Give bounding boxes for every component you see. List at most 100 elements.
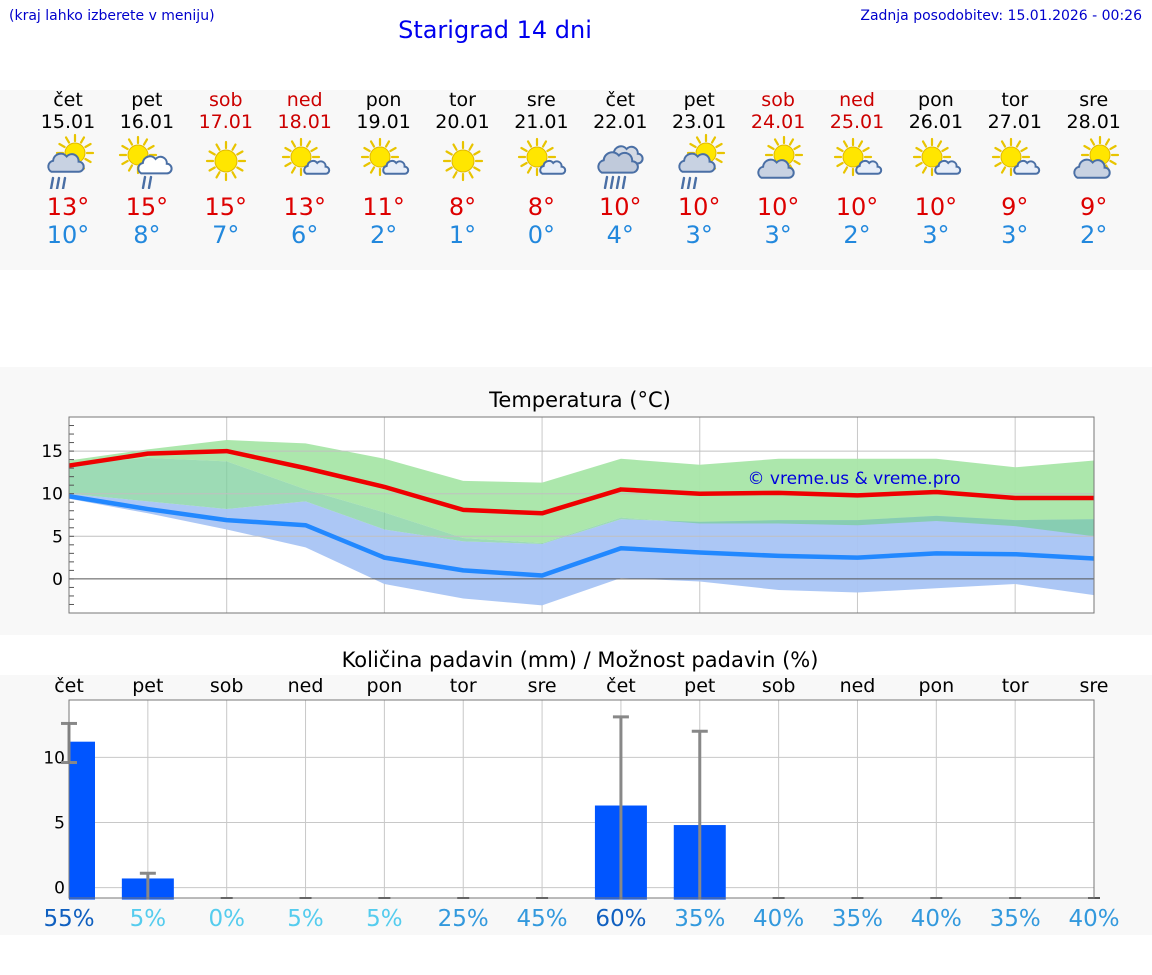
precipitation-title: Količina padavin (mm) / Možnost padavin …	[341, 648, 819, 672]
day-name: pon	[365, 89, 402, 111]
x-day-label: sre	[1080, 675, 1109, 697]
sun-icon	[442, 140, 483, 182]
plot-area	[69, 700, 1094, 898]
day-column: sob 17.01 15° 7°	[187, 89, 265, 249]
max-temp: 10°	[914, 193, 958, 221]
day-date: 15.01	[40, 111, 96, 133]
y-tick-label: 15	[41, 442, 63, 462]
menu-hint: (kraj lahko izberete v meniju)	[9, 8, 215, 24]
precip-probability: 5%	[130, 906, 167, 932]
day-column: sre 21.01 8° 0°	[502, 89, 580, 249]
min-temp: 1°	[448, 221, 477, 249]
precipitation-chart: čet pet sob ned pon tor sre čet pet sob ned pon tor s…	[43, 675, 1119, 932]
precip-probability: 40%	[753, 906, 804, 932]
y-tick-label: 0	[52, 570, 63, 590]
precip-bar	[69, 741, 95, 900]
overlap-band	[69, 457, 1094, 544]
day-name: sre	[526, 89, 556, 111]
max-temp: 9°	[1080, 193, 1108, 221]
y-tick-label: 10	[41, 485, 63, 505]
x-day-label: čet	[54, 675, 84, 697]
x-day-label: pet	[132, 675, 163, 697]
page-title: Starigrad 14 dni	[398, 16, 592, 44]
precip-probability: 55%	[43, 906, 94, 932]
max-temp: 9°	[1001, 193, 1029, 221]
sun-cloud-rain-icon	[47, 133, 95, 191]
x-day-label: pon	[918, 675, 954, 697]
min-temp: 10°	[46, 221, 90, 249]
y-tick-label: 0	[54, 879, 65, 899]
day-date: 21.01	[514, 111, 569, 133]
sun-small-cloud-icon	[518, 137, 567, 177]
max-range-band	[69, 440, 1094, 544]
day-column: ned 25.01 10° 2°	[818, 89, 896, 249]
day-column: pon 19.01 11° 2°	[345, 89, 423, 249]
y-tick-label: 10	[43, 748, 65, 768]
max-temp: 15°	[204, 193, 248, 221]
day-date: 23.01	[671, 111, 727, 133]
x-day-label: sob	[210, 675, 244, 697]
precip-probability: 5%	[366, 906, 403, 932]
min-temp: 3°	[922, 221, 950, 249]
max-temp: 10°	[677, 193, 721, 221]
plot-frame	[68, 699, 1095, 899]
day-column: čet 22.01 10° 4°	[581, 89, 659, 249]
precip-probability: 60%	[595, 906, 646, 932]
min-temp: 8°	[133, 221, 161, 249]
y-tick-label: 5	[52, 527, 63, 547]
day-column: pet 16.01 15° 8°	[108, 89, 186, 249]
precip-probability: 35%	[832, 906, 883, 932]
day-name: sob	[209, 89, 243, 111]
precip-probability: 40%	[1068, 906, 1119, 932]
sun-icon	[205, 140, 246, 182]
day-name: pet	[131, 89, 163, 111]
x-day-label: sob	[762, 675, 796, 697]
max-temp: 13°	[46, 193, 90, 221]
day-column: pet 23.01 10° 3°	[660, 89, 738, 249]
max-temp: 10°	[835, 193, 879, 221]
min-temp: 3°	[685, 221, 713, 249]
day-name: čet	[605, 89, 636, 111]
day-date: 20.01	[435, 111, 490, 133]
last-updated: Zadnja posodobitev: 15.01.2026 - 00:26	[860, 8, 1142, 24]
y-tick-label: 5	[54, 813, 65, 833]
min-temp: 0°	[527, 221, 556, 249]
day-date: 16.01	[119, 111, 175, 133]
cloud-rain-icon	[597, 145, 644, 190]
sun-cloud-rain-icon	[678, 133, 726, 191]
sun-cloud-icon	[1073, 135, 1119, 179]
min-temp: 7°	[212, 221, 240, 249]
max-temp: 15°	[125, 193, 169, 221]
x-day-label: tor	[1002, 675, 1029, 697]
sun-small-cloud-icon	[912, 137, 962, 177]
precip-probability: 0%	[208, 906, 245, 932]
day-date: 24.01	[750, 111, 806, 133]
min-temp: 6°	[291, 221, 319, 249]
day-column: sob 24.01 10° 3°	[739, 89, 817, 249]
max-temp: 8°	[448, 193, 477, 221]
sun-small-cloud-icon	[360, 137, 409, 177]
temperature-chart: 0 5 10 15 © vreme.us & vreme.pro	[41, 416, 1095, 614]
x-day-label: pon	[367, 675, 403, 697]
x-day-label: tor	[450, 675, 477, 697]
day-name: sre	[1079, 89, 1109, 111]
day-column: pon 26.01 10° 3°	[897, 89, 975, 249]
precip-probability: 35%	[990, 906, 1041, 932]
sun-small-cloud-icon	[991, 137, 1040, 177]
x-day-label: čet	[606, 675, 636, 697]
precip-probability: 35%	[674, 906, 725, 932]
precip-probability: 5%	[287, 906, 324, 932]
x-day-label: pet	[684, 675, 715, 697]
sun-cloud-light-rain-icon	[118, 135, 173, 190]
forecast-strip	[0, 90, 1152, 270]
x-day-label: ned	[840, 675, 876, 697]
max-temp: 13°	[283, 193, 326, 221]
day-name: čet	[53, 89, 83, 111]
watermark: © vreme.us & vreme.pro	[747, 469, 960, 489]
precip-probability: 25%	[438, 906, 489, 932]
day-column: sre 28.01 9° 2°	[1055, 89, 1133, 249]
min-temp: 3°	[764, 221, 792, 249]
min-temp: 3°	[1001, 221, 1029, 249]
day-date: 28.01	[1066, 111, 1121, 133]
day-date: 19.01	[356, 111, 411, 133]
